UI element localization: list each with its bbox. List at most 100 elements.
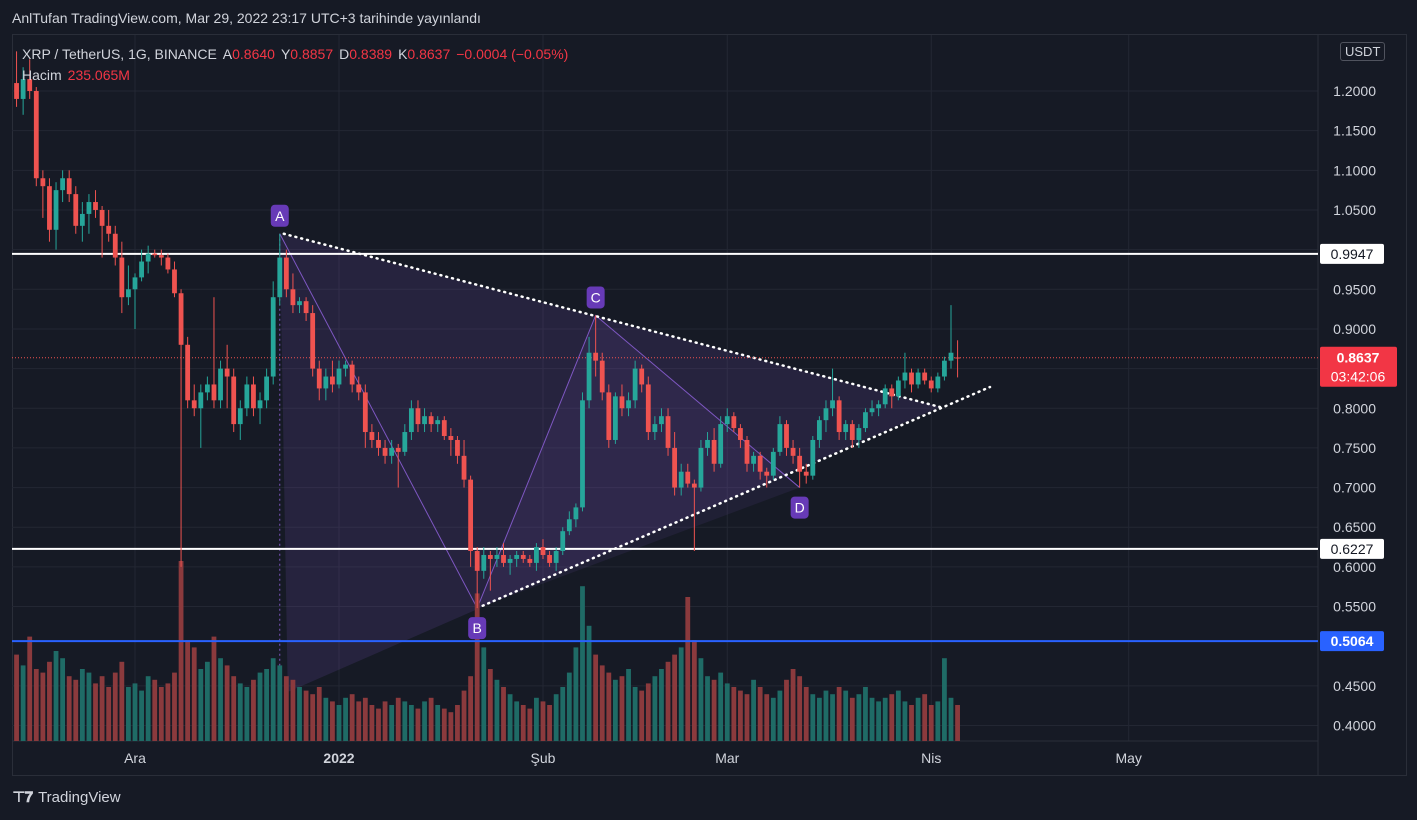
publish-caption: AnlTufan TradingView.com, Mar 29, 2022 2…	[12, 10, 481, 26]
volume-bar	[738, 690, 743, 741]
candle-body	[691, 483, 697, 488]
volume-bar	[744, 694, 750, 741]
brand-footer[interactable]: ⊤𝟕 TradingView	[12, 788, 121, 807]
candle-body	[218, 368, 223, 401]
symbol-label[interactable]: XRP / TetherUS, 1G, BINANCE	[22, 46, 217, 62]
volume-bar	[158, 687, 164, 741]
price-line-badge	[1320, 243, 1384, 264]
candle-body	[251, 384, 256, 409]
x-tick-label: Ara	[124, 750, 146, 766]
candle-body	[191, 400, 197, 409]
candle-body	[244, 384, 250, 409]
candle-body	[448, 436, 454, 440]
candle-body	[507, 558, 513, 563]
candle-body	[376, 439, 381, 448]
candle-body	[724, 416, 730, 425]
close-label: K	[398, 46, 408, 62]
candle-body	[612, 396, 618, 440]
candle-body	[408, 408, 414, 433]
y-tick-label: 0.6500	[1333, 519, 1376, 535]
candle-body	[349, 364, 355, 385]
candle-body	[685, 471, 691, 484]
volume-bar	[415, 708, 421, 741]
candle-body	[764, 471, 770, 476]
volume-bar	[639, 690, 645, 741]
volume-bar	[204, 661, 210, 741]
candle-body	[770, 451, 776, 476]
volume-bar	[902, 701, 908, 741]
candle-body	[297, 301, 302, 306]
candle-body	[849, 424, 855, 440]
volume-bar	[468, 676, 474, 741]
volume-bar	[382, 701, 388, 741]
y-tick-label: 1.2000	[1333, 83, 1376, 99]
candle-body	[172, 269, 177, 294]
candle-body	[501, 554, 506, 563]
candle-body	[843, 424, 849, 433]
candle-body	[330, 376, 335, 385]
candle-body	[231, 376, 237, 425]
volume-bar	[711, 679, 717, 741]
volume-bar	[882, 697, 888, 741]
volume-bar	[843, 690, 849, 741]
volume-bar	[751, 679, 756, 741]
volume-label[interactable]: Hacim	[22, 67, 62, 83]
volume-bar	[93, 683, 98, 741]
pattern-point-label: C	[591, 289, 601, 305]
close-value: 0.8637	[407, 46, 451, 62]
volume-bar	[705, 676, 710, 741]
volume-bar	[126, 687, 131, 741]
volume-bar	[889, 694, 895, 741]
volume-bar	[152, 679, 158, 741]
volume-bar	[863, 687, 868, 741]
y-tick-label: 0.9000	[1333, 321, 1376, 337]
candle-body	[777, 424, 783, 452]
candle-body	[935, 376, 941, 389]
volume-bar	[376, 708, 381, 741]
candle-body	[619, 396, 625, 409]
candle-body	[119, 257, 125, 298]
volume-bar	[619, 676, 625, 741]
volume-bar	[580, 586, 585, 741]
volume-bar	[849, 697, 855, 741]
y-tick-label: 0.7500	[1333, 440, 1376, 456]
volume-bar	[218, 658, 223, 741]
volume-bar	[790, 669, 796, 741]
volume-bar	[586, 625, 592, 741]
candle-body	[540, 547, 546, 555]
candle-body	[711, 439, 717, 464]
pattern-inner-fill	[477, 315, 800, 609]
volume-bar	[310, 694, 316, 741]
volume-bar	[909, 705, 914, 741]
candle-body	[678, 471, 684, 488]
candle-body	[639, 368, 645, 385]
candle-body	[784, 424, 789, 448]
volume-bar	[830, 694, 835, 741]
volume-bar	[73, 679, 79, 741]
volume-bar	[566, 672, 572, 741]
candle-body	[928, 380, 934, 389]
volume-bar	[553, 694, 559, 741]
candle-body	[257, 400, 263, 409]
candle-body	[889, 388, 895, 397]
candle-body	[586, 352, 592, 401]
currency-unit-button[interactable]: USDT	[1340, 42, 1386, 61]
y-tick-label: 0.5500	[1333, 599, 1376, 615]
volume-bar	[330, 701, 335, 741]
candle-body	[751, 455, 756, 464]
candle-body	[237, 408, 243, 425]
candle-body	[645, 384, 651, 433]
candle-body	[356, 384, 362, 393]
candle-body	[856, 428, 862, 440]
volume-bar	[665, 661, 671, 741]
volume-bar	[211, 636, 217, 741]
candle-body	[599, 360, 605, 393]
x-tick-label: 2022	[323, 750, 354, 766]
volume-bar	[145, 676, 151, 741]
last-price-badge	[1320, 346, 1397, 387]
candle-body	[659, 416, 664, 425]
candles	[14, 51, 960, 609]
y-tick-label: 0.6000	[1333, 559, 1376, 575]
volume-bar	[422, 701, 427, 741]
